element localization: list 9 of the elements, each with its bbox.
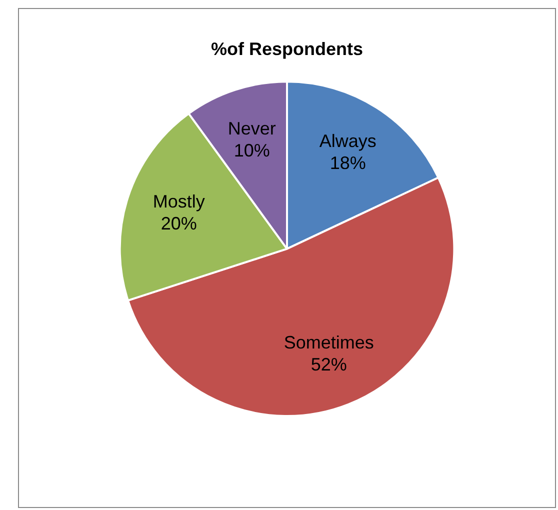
slice-label: Always [319,130,376,151]
data-label: 10% [234,140,270,161]
slice-label: Sometimes [284,332,374,352]
data-label: 18% [330,152,366,173]
chart-title: %of Respondents [210,38,364,59]
data-label: 52% [310,354,347,374]
slice-label: Never [228,118,276,139]
slice-label: Mostly [152,192,205,212]
data-label: 20% [160,214,197,234]
